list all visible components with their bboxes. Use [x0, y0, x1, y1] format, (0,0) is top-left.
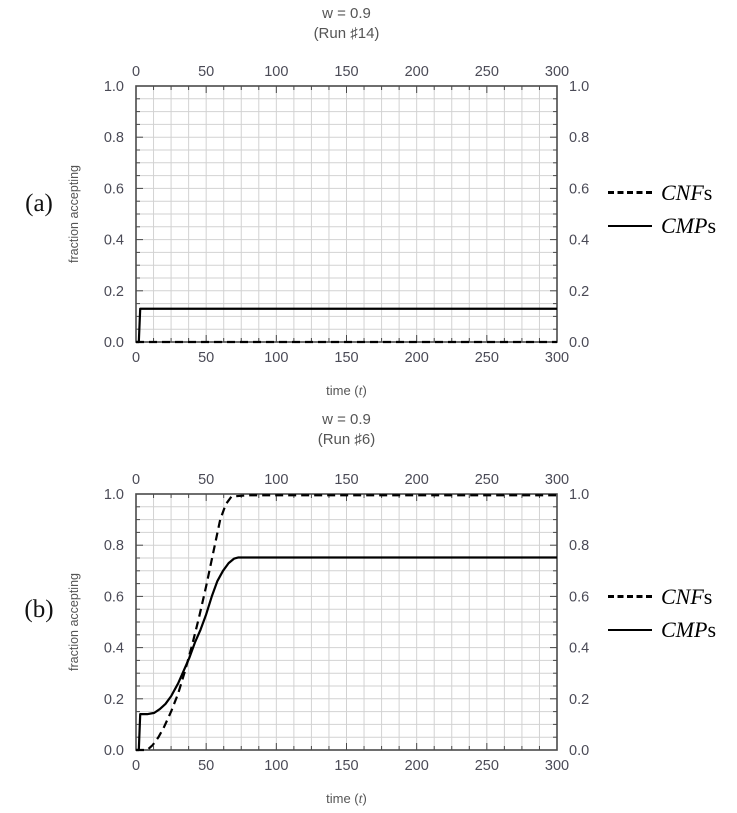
plot-frame	[135, 493, 558, 751]
x-tick-label-top: 50	[198, 64, 214, 80]
x-tick-label-bottom: 250	[475, 758, 499, 774]
grid-lines	[135, 85, 558, 343]
x-tick-label-bottom: 50	[198, 350, 214, 366]
y-tick-label-left: 0.2	[104, 284, 124, 300]
series-line-cmps	[136, 307, 557, 344]
legend-label-cnfs: CNFs	[661, 179, 713, 205]
x-tick-label-top: 200	[405, 64, 429, 80]
y-tick-label-right: 0.6	[569, 181, 589, 197]
x-tick-label-bottom: 150	[334, 758, 358, 774]
series-line-cmps	[136, 556, 557, 752]
x-axis-title: time (t)	[326, 791, 367, 807]
legend-item-cnfs: CNFs	[608, 580, 737, 613]
x-tick-label-bottom: 150	[334, 350, 358, 366]
x-tick-label-top: 250	[475, 64, 499, 80]
chart-a: 0 0 50 50 100 100 150 150 200 200 250 250 300 300 0.0 0…	[0, 0, 620, 406]
x-tick-label-top: 300	[545, 64, 569, 80]
y-axis-title: fraction accepting	[67, 573, 81, 671]
y-tick-label-right: 0.2	[569, 284, 589, 300]
x-tick-label-bottom: 100	[264, 350, 288, 366]
y-tick-label-left: 0.8	[104, 130, 124, 146]
panel-letter-b: (b)	[24, 596, 54, 623]
x-tick-label-top: 300	[545, 472, 569, 488]
y-tick-label-left: 0.4	[104, 641, 124, 657]
x-tick-label-bottom: 250	[475, 350, 499, 366]
legend-a: CNFs CMPs	[608, 176, 737, 242]
legend-label-cmps: CMPs	[661, 212, 717, 238]
y-tick-label-right: 0.2	[569, 692, 589, 708]
grid-lines	[135, 493, 558, 751]
y-tick-label-right: 0.4	[569, 233, 589, 249]
y-tick-label-right: 0.8	[569, 130, 589, 146]
legend-solid-key-icon	[608, 628, 652, 631]
x-tick-label-bottom: 50	[198, 758, 214, 774]
panel-a-title-param: w = 0.9	[322, 5, 371, 22]
panel-letter-a: (a)	[25, 190, 53, 217]
y-tick-label-right: 0.8	[569, 538, 589, 554]
y-tick-label-left: 0.8	[104, 538, 124, 554]
y-tick-label-left: 0.0	[104, 743, 124, 759]
x-tick-label-bottom: 300	[545, 758, 569, 774]
y-tick-label-right: 0.4	[569, 641, 589, 657]
legend-b: CNFs CMPs	[608, 580, 737, 646]
panel-b-title-param: w = 0.9	[322, 411, 371, 428]
x-tick-label-top: 0	[132, 64, 140, 80]
legend-dash-key-icon	[608, 595, 652, 598]
x-tick-label-bottom: 200	[405, 758, 429, 774]
y-tick-label-right: 1.0	[569, 487, 589, 503]
y-tick-label-left: 0.6	[104, 181, 124, 197]
y-tick-label-right: 0.6	[569, 589, 589, 605]
x-tick-label-top: 50	[198, 472, 214, 488]
x-tick-label-top: 250	[475, 472, 499, 488]
x-tick-label-top: 200	[405, 472, 429, 488]
x-tick-label-bottom: 200	[405, 350, 429, 366]
x-tick-label-top: 150	[334, 472, 358, 488]
x-tick-label-bottom: 300	[545, 350, 569, 366]
x-tick-label-bottom: 0	[132, 758, 140, 774]
panel-a-title: w = 0.9 (Run ♯14)	[136, 4, 557, 44]
x-tick-label-top: 100	[264, 472, 288, 488]
x-tick-label-bottom: 0	[132, 350, 140, 366]
y-tick-label-right: 1.0	[569, 79, 589, 95]
chart-b: 0 0 50 50 100 100 150 150 200 200 250 250 300 300 0.0 0…	[0, 406, 620, 813]
legend-label-cnfs: CNFs	[661, 583, 713, 609]
figure-panel-b: (b) w = 0.9 (Run ♯6) 0 0 50 50 100 100 150 150 2…	[0, 406, 737, 813]
y-tick-label-left: 1.0	[104, 79, 124, 95]
panel-a-title-run: (Run ♯14)	[313, 25, 380, 42]
x-tick-label-top: 100	[264, 64, 288, 80]
legend-item-cmps: CMPs	[608, 209, 737, 242]
x-axis-title: time (t)	[326, 383, 367, 399]
legend-item-cmps: CMPs	[608, 613, 737, 646]
figure-panel-a: (a) w = 0.9 (Run ♯14) 0 0 50 50 100 100 150 150…	[0, 0, 737, 406]
y-tick-label-left: 0.0	[104, 335, 124, 351]
series-line-cnfs	[136, 494, 557, 752]
x-tick-label-top: 150	[334, 64, 358, 80]
y-axis-title: fraction accepting	[67, 165, 81, 263]
y-tick-label-left: 1.0	[104, 487, 124, 503]
panel-b-title: w = 0.9 (Run ♯6)	[136, 410, 557, 450]
y-tick-label-left: 0.4	[104, 233, 124, 249]
y-tick-label-right: 0.0	[569, 335, 589, 351]
legend-label-cmps: CMPs	[661, 616, 717, 642]
panel-b-title-run: (Run ♯6)	[317, 431, 376, 448]
x-tick-label-top: 0	[132, 472, 140, 488]
legend-dash-key-icon	[608, 191, 652, 194]
legend-solid-key-icon	[608, 224, 652, 227]
x-tick-label-bottom: 100	[264, 758, 288, 774]
legend-item-cnfs: CNFs	[608, 176, 737, 209]
y-tick-label-left: 0.6	[104, 589, 124, 605]
y-tick-label-left: 0.2	[104, 692, 124, 708]
y-tick-label-right: 0.0	[569, 743, 589, 759]
